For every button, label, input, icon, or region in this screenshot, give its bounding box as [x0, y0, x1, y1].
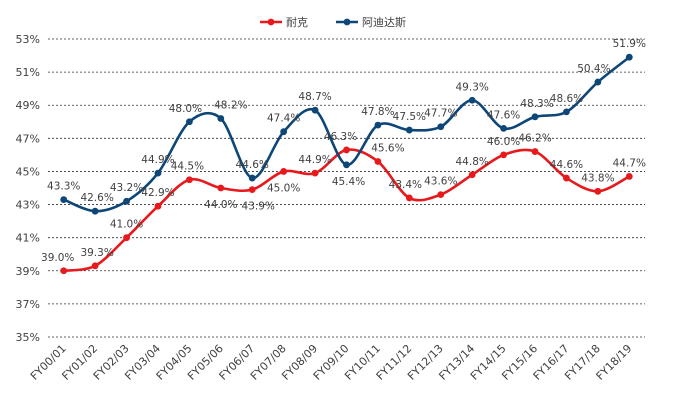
data-label: 39.0% — [41, 252, 74, 264]
data-point — [280, 168, 288, 175]
data-point — [563, 108, 570, 116]
data-label: 50.4% — [577, 63, 610, 75]
legend-swatch-marker — [267, 18, 275, 26]
data-label: 42.9% — [141, 187, 174, 199]
data-point — [437, 123, 445, 131]
data-point — [217, 184, 225, 192]
data-point — [60, 267, 68, 275]
data-point — [280, 128, 288, 136]
data-label: 44.6% — [550, 159, 583, 171]
data-label: 43.3% — [47, 181, 80, 193]
data-label: 39.3% — [80, 247, 113, 259]
x-axis: FY00/01FY01/02FY02/03FY03/04FY04/05FY05/… — [28, 342, 634, 383]
legend-label: 耐克 — [286, 16, 308, 29]
data-point — [248, 186, 256, 194]
data-label: 45.6% — [371, 143, 404, 155]
y-tick-label: 43% — [16, 199, 40, 212]
legend-swatch-marker — [343, 18, 351, 26]
data-point — [154, 169, 162, 177]
data-point — [405, 126, 413, 134]
data-point — [468, 171, 476, 179]
data-point — [531, 148, 539, 155]
data-point — [437, 191, 445, 199]
data-point — [625, 173, 633, 180]
data-point — [248, 174, 256, 182]
data-label: 42.6% — [80, 192, 113, 204]
data-point — [531, 113, 539, 121]
data-label: 46.3% — [324, 131, 357, 143]
data-point — [185, 118, 193, 126]
data-point — [343, 161, 350, 169]
data-point — [60, 196, 68, 203]
y-tick-label: 39% — [16, 265, 40, 278]
data-label: 44.7% — [613, 157, 646, 169]
data-label: 44.0% — [204, 199, 237, 211]
y-tick-label: 51% — [16, 66, 40, 79]
data-label: 43.4% — [389, 179, 422, 191]
data-label: 44.5% — [171, 161, 204, 173]
data-label: 48.3% — [520, 98, 553, 110]
data-label: 47.7% — [424, 108, 457, 120]
data-label: 43.8% — [581, 172, 614, 184]
data-point — [563, 174, 570, 182]
data-point — [311, 106, 319, 114]
data-point — [91, 207, 99, 215]
data-point — [594, 78, 602, 86]
data-label: 44.8% — [456, 156, 489, 168]
data-point — [374, 121, 382, 129]
data-point — [625, 53, 633, 61]
data-point — [594, 187, 602, 195]
y-tick-label: 53% — [16, 33, 40, 46]
data-label: 43.9% — [242, 201, 275, 213]
data-label: 48.0% — [169, 103, 202, 115]
data-label: 48.6% — [550, 93, 583, 105]
y-tick-label: 41% — [16, 232, 40, 245]
y-tick-label: 45% — [16, 165, 40, 178]
data-label: 44.9% — [298, 154, 331, 166]
data-label: 44.6% — [236, 159, 269, 171]
data-point — [405, 194, 413, 202]
data-point — [500, 124, 508, 132]
data-label: 48.2% — [214, 99, 247, 111]
y-tick-label: 47% — [16, 132, 40, 145]
y-tick-label: 35% — [16, 331, 40, 344]
data-label: 46.2% — [518, 133, 551, 145]
series-points — [60, 53, 633, 275]
data-label: 45.4% — [332, 176, 365, 188]
legend: 耐克 阿迪达斯 — [260, 16, 406, 29]
data-labels: 39.0% 39.3% 41.0% 42.9% 44.5% 44.0% 43.9% 45.0%… — [41, 38, 646, 264]
data-point — [217, 115, 225, 122]
gridlines — [48, 38, 645, 338]
data-point — [154, 202, 162, 210]
data-point — [91, 262, 99, 270]
data-point — [500, 151, 508, 159]
data-label: 47.8% — [361, 106, 394, 118]
data-label: 47.6% — [487, 109, 520, 121]
data-label: 51.9% — [613, 38, 646, 50]
y-axis: 35% 37% 39% 41% 43% 45% 47% 49% 51% 53% — [16, 33, 40, 344]
data-point — [374, 158, 382, 165]
data-label: 43.6% — [424, 176, 457, 188]
data-label: 48.7% — [298, 91, 331, 103]
data-point — [123, 197, 130, 205]
data-point — [311, 169, 319, 177]
y-tick-label: 49% — [16, 99, 40, 112]
data-label: 46.0% — [487, 136, 520, 148]
data-label: 44.9% — [141, 154, 174, 166]
data-label: 45.0% — [267, 182, 300, 194]
data-point — [123, 234, 130, 242]
data-label: 43.2% — [110, 182, 143, 194]
legend-label: 阿迪达斯 — [362, 16, 406, 29]
y-tick-label: 37% — [16, 298, 40, 311]
data-point — [343, 146, 350, 154]
data-label: 49.3% — [456, 81, 489, 93]
data-point — [185, 176, 193, 184]
data-point — [468, 96, 476, 104]
data-label: 47.5% — [393, 111, 426, 123]
data-label: 47.4% — [267, 113, 300, 125]
data-label: 41.0% — [110, 219, 143, 231]
